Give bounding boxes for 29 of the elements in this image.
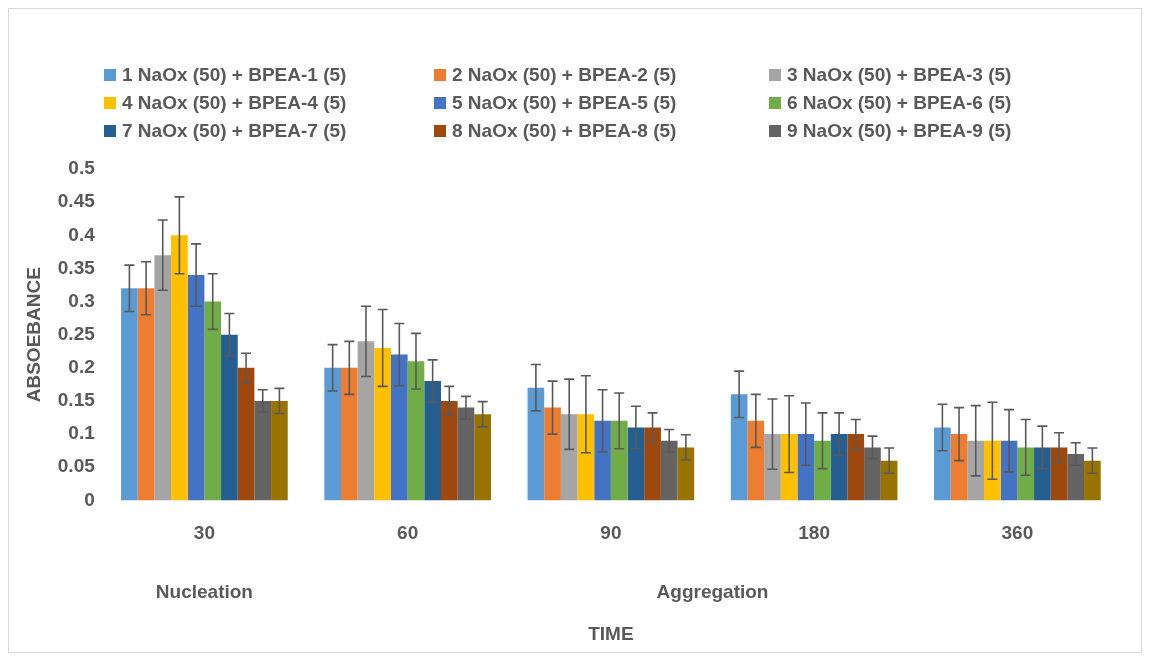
y-tick-label: 0.2 (68, 356, 95, 378)
y-tick-label: 0.45 (57, 190, 96, 212)
x-tick-label: 180 (798, 522, 830, 544)
x-tick-label: 90 (600, 522, 622, 544)
legend-label: 2 NaOx (50) + BPEA-2 (5) (452, 64, 677, 86)
x-axis-title: TIME (588, 622, 634, 644)
y-tick-label: 0.05 (57, 455, 96, 477)
y-tick-label: 0.1 (68, 422, 96, 444)
y-tick-label: 0 (84, 488, 95, 510)
y-axis-title: ABSOEBANCE (22, 267, 44, 403)
text: Nucleation (155, 580, 253, 602)
legend-label: 7 NaOx (50) + BPEA-7 (5) (122, 120, 347, 142)
x-tick-label: 360 (1001, 522, 1034, 544)
legend-label: 8 NaOx (50) + BPEA-8 (5) (452, 120, 677, 142)
legend-label: 6 NaOx (50) + BPEA-6 (5) (787, 92, 1012, 114)
y-tick-label: 0.25 (57, 322, 96, 344)
y-tick-label: 0.4 (68, 223, 96, 245)
legend-label: 4 NaOx (50) + BPEA-4 (5) (122, 92, 347, 114)
y-tick-label: 0.35 (57, 256, 96, 278)
legend-label: 3 NaOx (50) + BPEA-3 (5) (787, 64, 1012, 86)
legend-label: 9 NaOx (50) + BPEA-9 (5) (787, 120, 1012, 142)
legend-label: 5 NaOx (50) + BPEA-5 (5) (452, 92, 677, 114)
y-tick-label: 0.5 (68, 157, 96, 179)
x-tick-label: 60 (397, 522, 419, 544)
legend-label: 1 NaOx (50) + BPEA-1 (5) (122, 64, 347, 86)
text: Aggregation (656, 580, 769, 602)
y-tick-label: 0.15 (57, 389, 96, 411)
x-tick-label: 30 (193, 522, 215, 544)
y-tick-label: 0.3 (68, 289, 95, 311)
